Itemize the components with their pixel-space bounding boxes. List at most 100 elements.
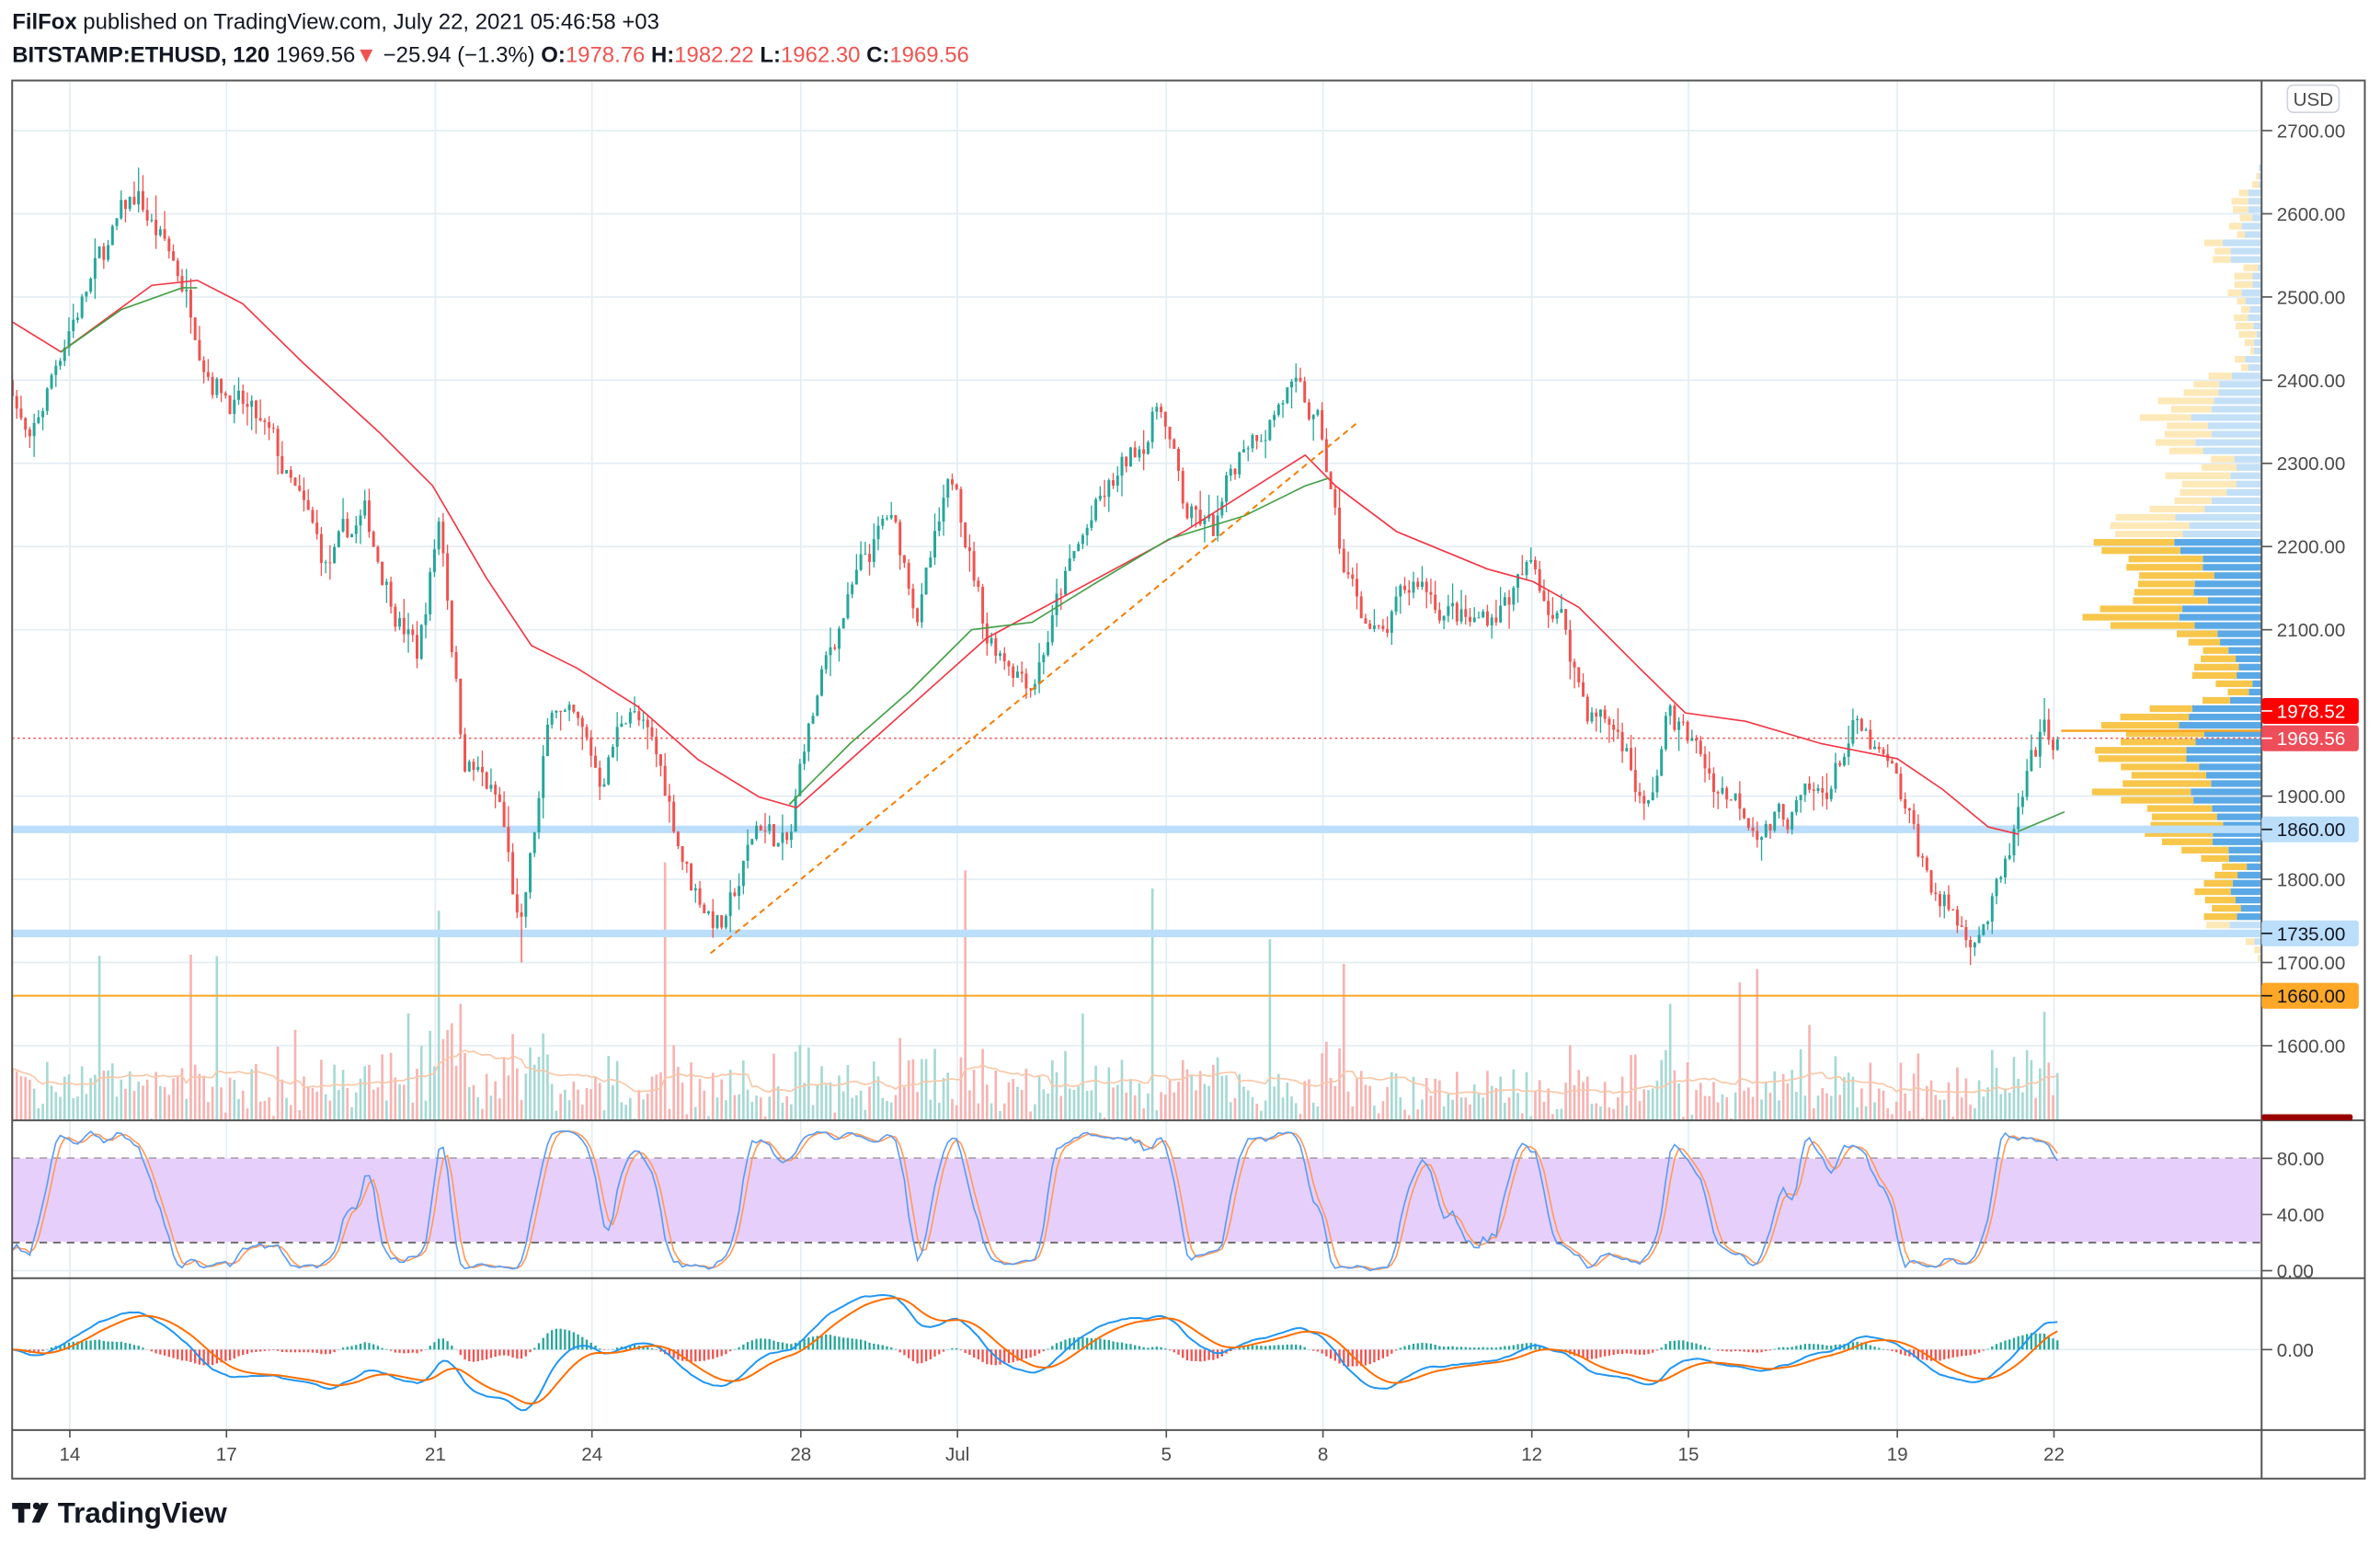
macd-histogram-bar: [520, 1349, 523, 1359]
volume-bar: [1512, 1069, 1516, 1121]
macd-histogram-bar: [228, 1349, 232, 1361]
candle-up: [467, 762, 471, 772]
macd-histogram-bar: [1316, 1349, 1320, 1352]
currency-button[interactable]: USD: [2286, 84, 2340, 114]
macd-histogram-bar: [1782, 1346, 1785, 1350]
candle-down: [1812, 789, 1815, 791]
macd-histogram-bar: [446, 1341, 449, 1350]
volume-bar: [1438, 1080, 1441, 1121]
volume-bar: [1294, 1103, 1298, 1121]
macd-histogram-bar: [468, 1349, 471, 1362]
macd-histogram-bar: [1064, 1339, 1067, 1350]
volume-bar: [546, 1054, 549, 1121]
profile-bar-down: [2254, 946, 2260, 954]
volume-bar: [272, 1116, 275, 1121]
tradingview-logo[interactable]: TradingView: [12, 1497, 227, 1530]
macd-histogram-bar: [1730, 1349, 1733, 1352]
macd-histogram-bar: [1207, 1349, 1210, 1360]
macd-histogram-bar: [1655, 1349, 1659, 1351]
profile-bar-up: [2186, 747, 2262, 754]
volume-bar: [681, 1083, 684, 1121]
profile-bar-down: [2170, 406, 2212, 413]
price-label-1969.56[interactable]: 1969.56: [2261, 725, 2359, 751]
price-label-text: 1860.00: [2277, 819, 2346, 841]
candle-down: [1869, 729, 1872, 750]
candle-up: [1399, 585, 1402, 597]
volume-bar: [1242, 1086, 1245, 1121]
candle-down: [485, 772, 488, 789]
profile-bar-up: [2211, 430, 2262, 438]
volume-bar: [555, 1110, 558, 1121]
macd-histogram-bar: [633, 1345, 636, 1350]
volume-bar: [1490, 1085, 1493, 1121]
macd-histogram-bar: [481, 1349, 484, 1360]
volume-bar: [1747, 1087, 1750, 1121]
profile-bar-up: [2256, 330, 2262, 338]
candle-up: [1973, 943, 1976, 948]
candle-up: [1394, 596, 1398, 612]
volume-bar: [424, 1100, 428, 1121]
volume-bar: [798, 1044, 802, 1121]
candle-down: [1168, 426, 1172, 440]
volume-bar: [1447, 1094, 1450, 1121]
macd-histogram-bar: [1469, 1347, 1471, 1350]
macd-histogram-bar: [659, 1349, 662, 1352]
volume-bar: [1325, 1041, 1328, 1121]
volume-bar: [467, 1087, 471, 1121]
macd-histogram-bar: [1464, 1346, 1467, 1350]
volume-bar: [76, 1096, 79, 1121]
macd-histogram-bar: [389, 1349, 393, 1351]
volume-bar: [1451, 1099, 1454, 1121]
macd-histogram-bar: [250, 1349, 253, 1353]
candle-up: [1856, 718, 1859, 721]
volume-bar: [750, 1102, 754, 1121]
macd-histogram-bar: [1403, 1346, 1406, 1350]
profile-bar-up: [2259, 165, 2262, 172]
candle-down: [280, 455, 284, 474]
volume-bar: [1077, 1086, 1080, 1121]
candle-down: [1407, 590, 1411, 593]
author-name[interactable]: FilFox: [12, 9, 77, 34]
candle-down: [1002, 653, 1006, 662]
candle-down: [306, 499, 310, 510]
volume-bar: [1721, 1094, 1724, 1121]
macd-histogram-bar: [1765, 1349, 1768, 1352]
candle-down: [955, 484, 958, 489]
price-label-1860.00[interactable]: 1860.00: [2261, 816, 2359, 842]
macd-histogram-bar: [698, 1349, 702, 1362]
macd-histogram-bar: [285, 1349, 288, 1353]
volume-bar: [463, 1052, 466, 1121]
candle-down: [206, 372, 210, 377]
profile-bar-up: [2229, 922, 2262, 929]
macd-histogram-bar: [94, 1339, 97, 1350]
macd-histogram-bar: [1003, 1349, 1006, 1365]
candle-up: [1273, 415, 1276, 420]
profile-bar-down: [2156, 439, 2196, 446]
symbol-name[interactable]: BITSTAMP:ETHUSD, 120: [12, 43, 269, 68]
price-label-1735.00[interactable]: 1735.00: [2261, 920, 2359, 946]
price-label-1978.52[interactable]: 1978.52: [2261, 697, 2359, 724]
volume-bar: [1743, 1090, 1745, 1121]
volume-bar: [1381, 1101, 1385, 1121]
volume-bar: [132, 1091, 136, 1121]
horizontal-levels[interactable]: [12, 729, 2262, 997]
macd-histogram-bar: [194, 1349, 197, 1364]
candle-up: [185, 290, 189, 292]
macd-histogram-bar: [1129, 1344, 1132, 1350]
volume-bar: [1390, 1071, 1393, 1121]
volume-bar: [781, 1102, 784, 1121]
macd-histogram-bar: [1986, 1348, 1989, 1350]
volume-bar: [2021, 1092, 2024, 1121]
macd-histogram-bar: [1164, 1348, 1167, 1350]
macd-histogram-bar: [1816, 1344, 1820, 1350]
macd-histogram-bar: [1451, 1346, 1454, 1350]
candle-up: [354, 525, 358, 534]
volume-bar: [124, 1088, 127, 1121]
last-price: 1969.56: [276, 43, 355, 68]
volume-bar: [742, 1060, 745, 1121]
price-label-1660.00[interactable]: 1660.00: [2261, 982, 2359, 1009]
candle-up: [881, 519, 885, 526]
candle-up: [1294, 377, 1298, 382]
macd-histogram-bar: [642, 1346, 645, 1350]
